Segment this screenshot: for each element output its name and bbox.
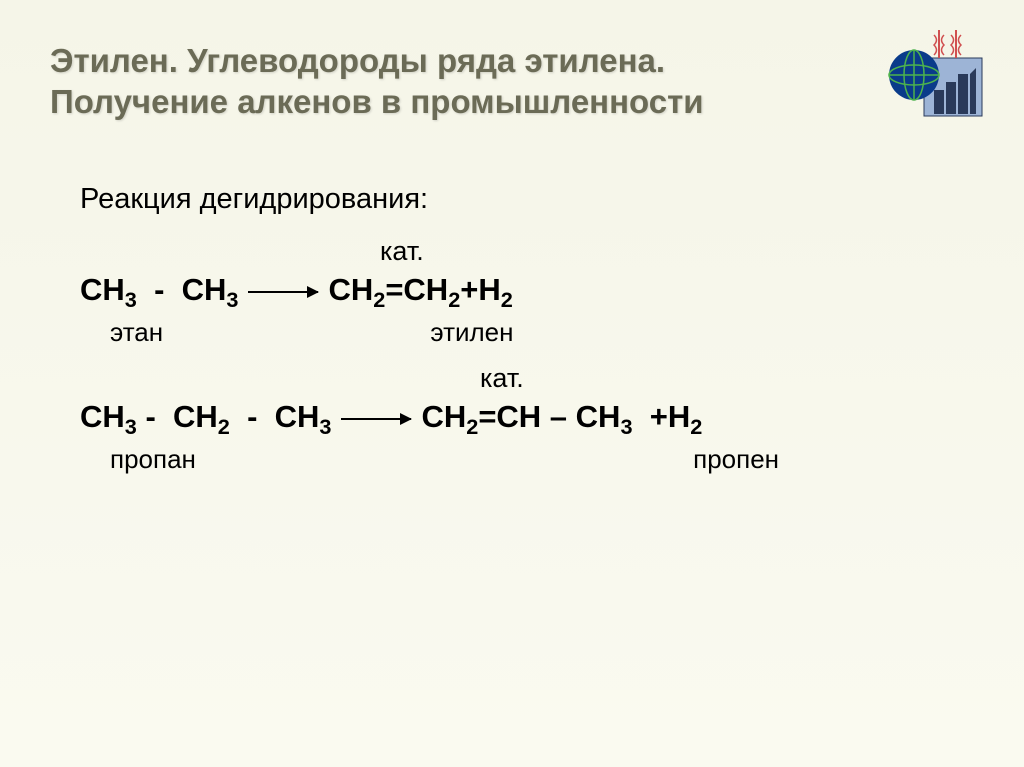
- clipart-icon: [884, 30, 984, 130]
- reaction-heading: Реакция дегидрирования:: [80, 183, 974, 216]
- catalyst-label-1: кат.: [380, 236, 974, 267]
- reaction-2-names: пропан пропен: [80, 444, 974, 475]
- reaction-1: СН3 - СН3 СН2=СН2+Н2: [80, 272, 974, 313]
- arrow-icon: [248, 291, 318, 293]
- arrow-icon: [341, 418, 411, 420]
- r2-reactant-name: пропан: [110, 444, 196, 474]
- r2-text: СН3 - СН2 - СН3: [80, 399, 331, 440]
- title-line-2: Получение алкенов в промышленности: [50, 81, 974, 122]
- title-line-1: Этилен. Углеводороды ряда этилена.: [50, 40, 974, 81]
- catalyst-label-2: кат.: [480, 363, 974, 394]
- r1-product-name: этилен: [430, 317, 513, 347]
- r2-product-name: пропен: [693, 444, 779, 474]
- r1-text: СН3 - СН3: [80, 272, 238, 313]
- reaction-2: СН3 - СН2 - СН3 СН2=СН – СН3 +Н2: [80, 399, 974, 440]
- reaction-1-names: этан этилен: [80, 317, 974, 348]
- r1-reactant-name: этан: [110, 317, 163, 347]
- r1-product: СН2=СН2+Н2: [328, 272, 512, 313]
- r2-product: СН2=СН – СН3 +Н2: [421, 399, 702, 440]
